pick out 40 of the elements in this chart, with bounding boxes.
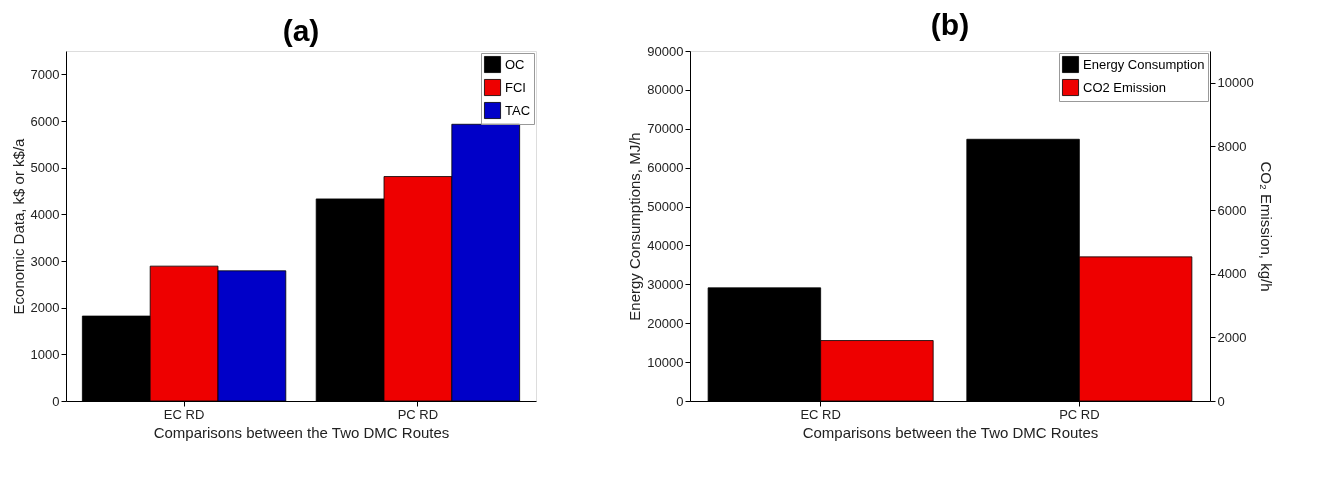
y-tick-label: 30000: [647, 276, 684, 292]
legend-label: FCI: [505, 79, 526, 95]
legend-label: CO2 Emission: [1083, 79, 1167, 95]
chart-title: (b): [930, 8, 970, 41]
y-tick-label: 2000: [30, 300, 60, 316]
y-tick-label: 6000: [30, 113, 60, 129]
y-tick-label: 80000: [647, 82, 684, 98]
y-tick-label: 1000: [30, 346, 60, 362]
x-tick-label: EC RD: [800, 406, 841, 422]
y2-axis-title: CO₂ Emission, kg/h: [1257, 161, 1275, 292]
y-tick-label: 5000: [30, 160, 60, 176]
y2-tick-label: 10000: [1217, 75, 1254, 91]
x-tick-label: PC RD: [1059, 406, 1100, 422]
y2-tick-label: 4000: [1217, 266, 1247, 282]
y-tick-label: 0: [676, 393, 684, 409]
legend-label: Energy Consumption: [1083, 56, 1205, 72]
x-axis-title: Comparisons between the Two DMC Routes: [153, 423, 450, 441]
y-axis-title: Energy Consumptions, MJ/h: [626, 132, 644, 321]
y-tick-label: 3000: [30, 253, 60, 269]
y-tick-label: 20000: [647, 315, 684, 331]
y-tick-label: 90000: [647, 43, 684, 59]
legend-label: TAC: [505, 102, 531, 118]
y-tick-label: 60000: [647, 160, 684, 176]
y2-tick-label: 2000: [1217, 329, 1247, 345]
chart-title: (a): [282, 14, 320, 47]
x-tick-label: EC RD: [163, 406, 205, 422]
x-axis-title: Comparisons between the Two DMC Routes: [802, 423, 1099, 441]
y-tick-label: 40000: [647, 237, 684, 253]
x-tick-label: PC RD: [397, 406, 439, 422]
y-tick-label: 70000: [647, 121, 684, 137]
y2-tick-label: 8000: [1217, 138, 1247, 154]
y-tick-label: 7000: [30, 66, 60, 82]
y-tick-label: 50000: [647, 199, 684, 215]
y-tick-label: 10000: [647, 354, 684, 370]
y-tick-label: 4000: [30, 206, 60, 222]
y-tick-label: 0: [52, 393, 60, 409]
y2-tick-label: 6000: [1217, 202, 1247, 218]
legend-label: OC: [505, 56, 525, 72]
y-axis-title: Economic Data, k$ or k$/a: [9, 137, 27, 315]
y2-tick-label: 0: [1217, 393, 1225, 409]
